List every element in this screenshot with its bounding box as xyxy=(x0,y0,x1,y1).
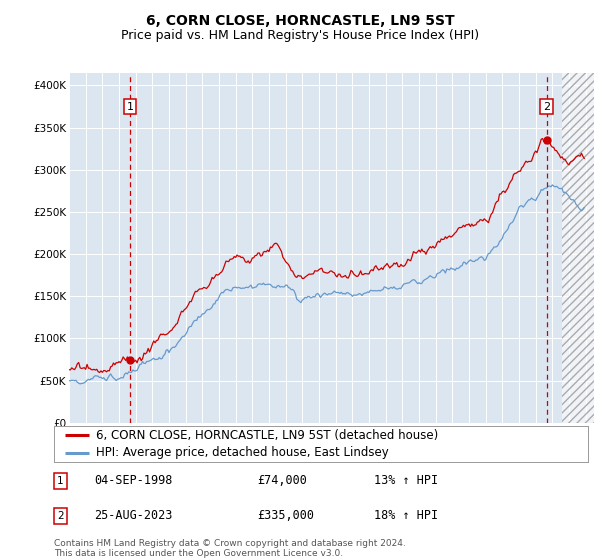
Text: Contains HM Land Registry data © Crown copyright and database right 2024.
This d: Contains HM Land Registry data © Crown c… xyxy=(54,539,406,558)
Text: 6, CORN CLOSE, HORNCASTLE, LN9 5ST (detached house): 6, CORN CLOSE, HORNCASTLE, LN9 5ST (deta… xyxy=(95,428,438,442)
Text: 1: 1 xyxy=(57,476,64,486)
Text: 25-AUG-2023: 25-AUG-2023 xyxy=(94,510,172,522)
Bar xyxy=(562,73,594,423)
Text: 1: 1 xyxy=(127,101,134,111)
Bar xyxy=(562,73,594,423)
Text: 13% ↑ HPI: 13% ↑ HPI xyxy=(374,474,439,487)
Text: £74,000: £74,000 xyxy=(257,474,307,487)
Text: 18% ↑ HPI: 18% ↑ HPI xyxy=(374,510,439,522)
Text: 2: 2 xyxy=(57,511,64,521)
Text: HPI: Average price, detached house, East Lindsey: HPI: Average price, detached house, East… xyxy=(95,446,388,459)
Text: 04-SEP-1998: 04-SEP-1998 xyxy=(94,474,172,487)
Text: £335,000: £335,000 xyxy=(257,510,314,522)
Text: Price paid vs. HM Land Registry's House Price Index (HPI): Price paid vs. HM Land Registry's House … xyxy=(121,29,479,42)
Text: 6, CORN CLOSE, HORNCASTLE, LN9 5ST: 6, CORN CLOSE, HORNCASTLE, LN9 5ST xyxy=(146,14,454,28)
Text: 2: 2 xyxy=(543,101,550,111)
